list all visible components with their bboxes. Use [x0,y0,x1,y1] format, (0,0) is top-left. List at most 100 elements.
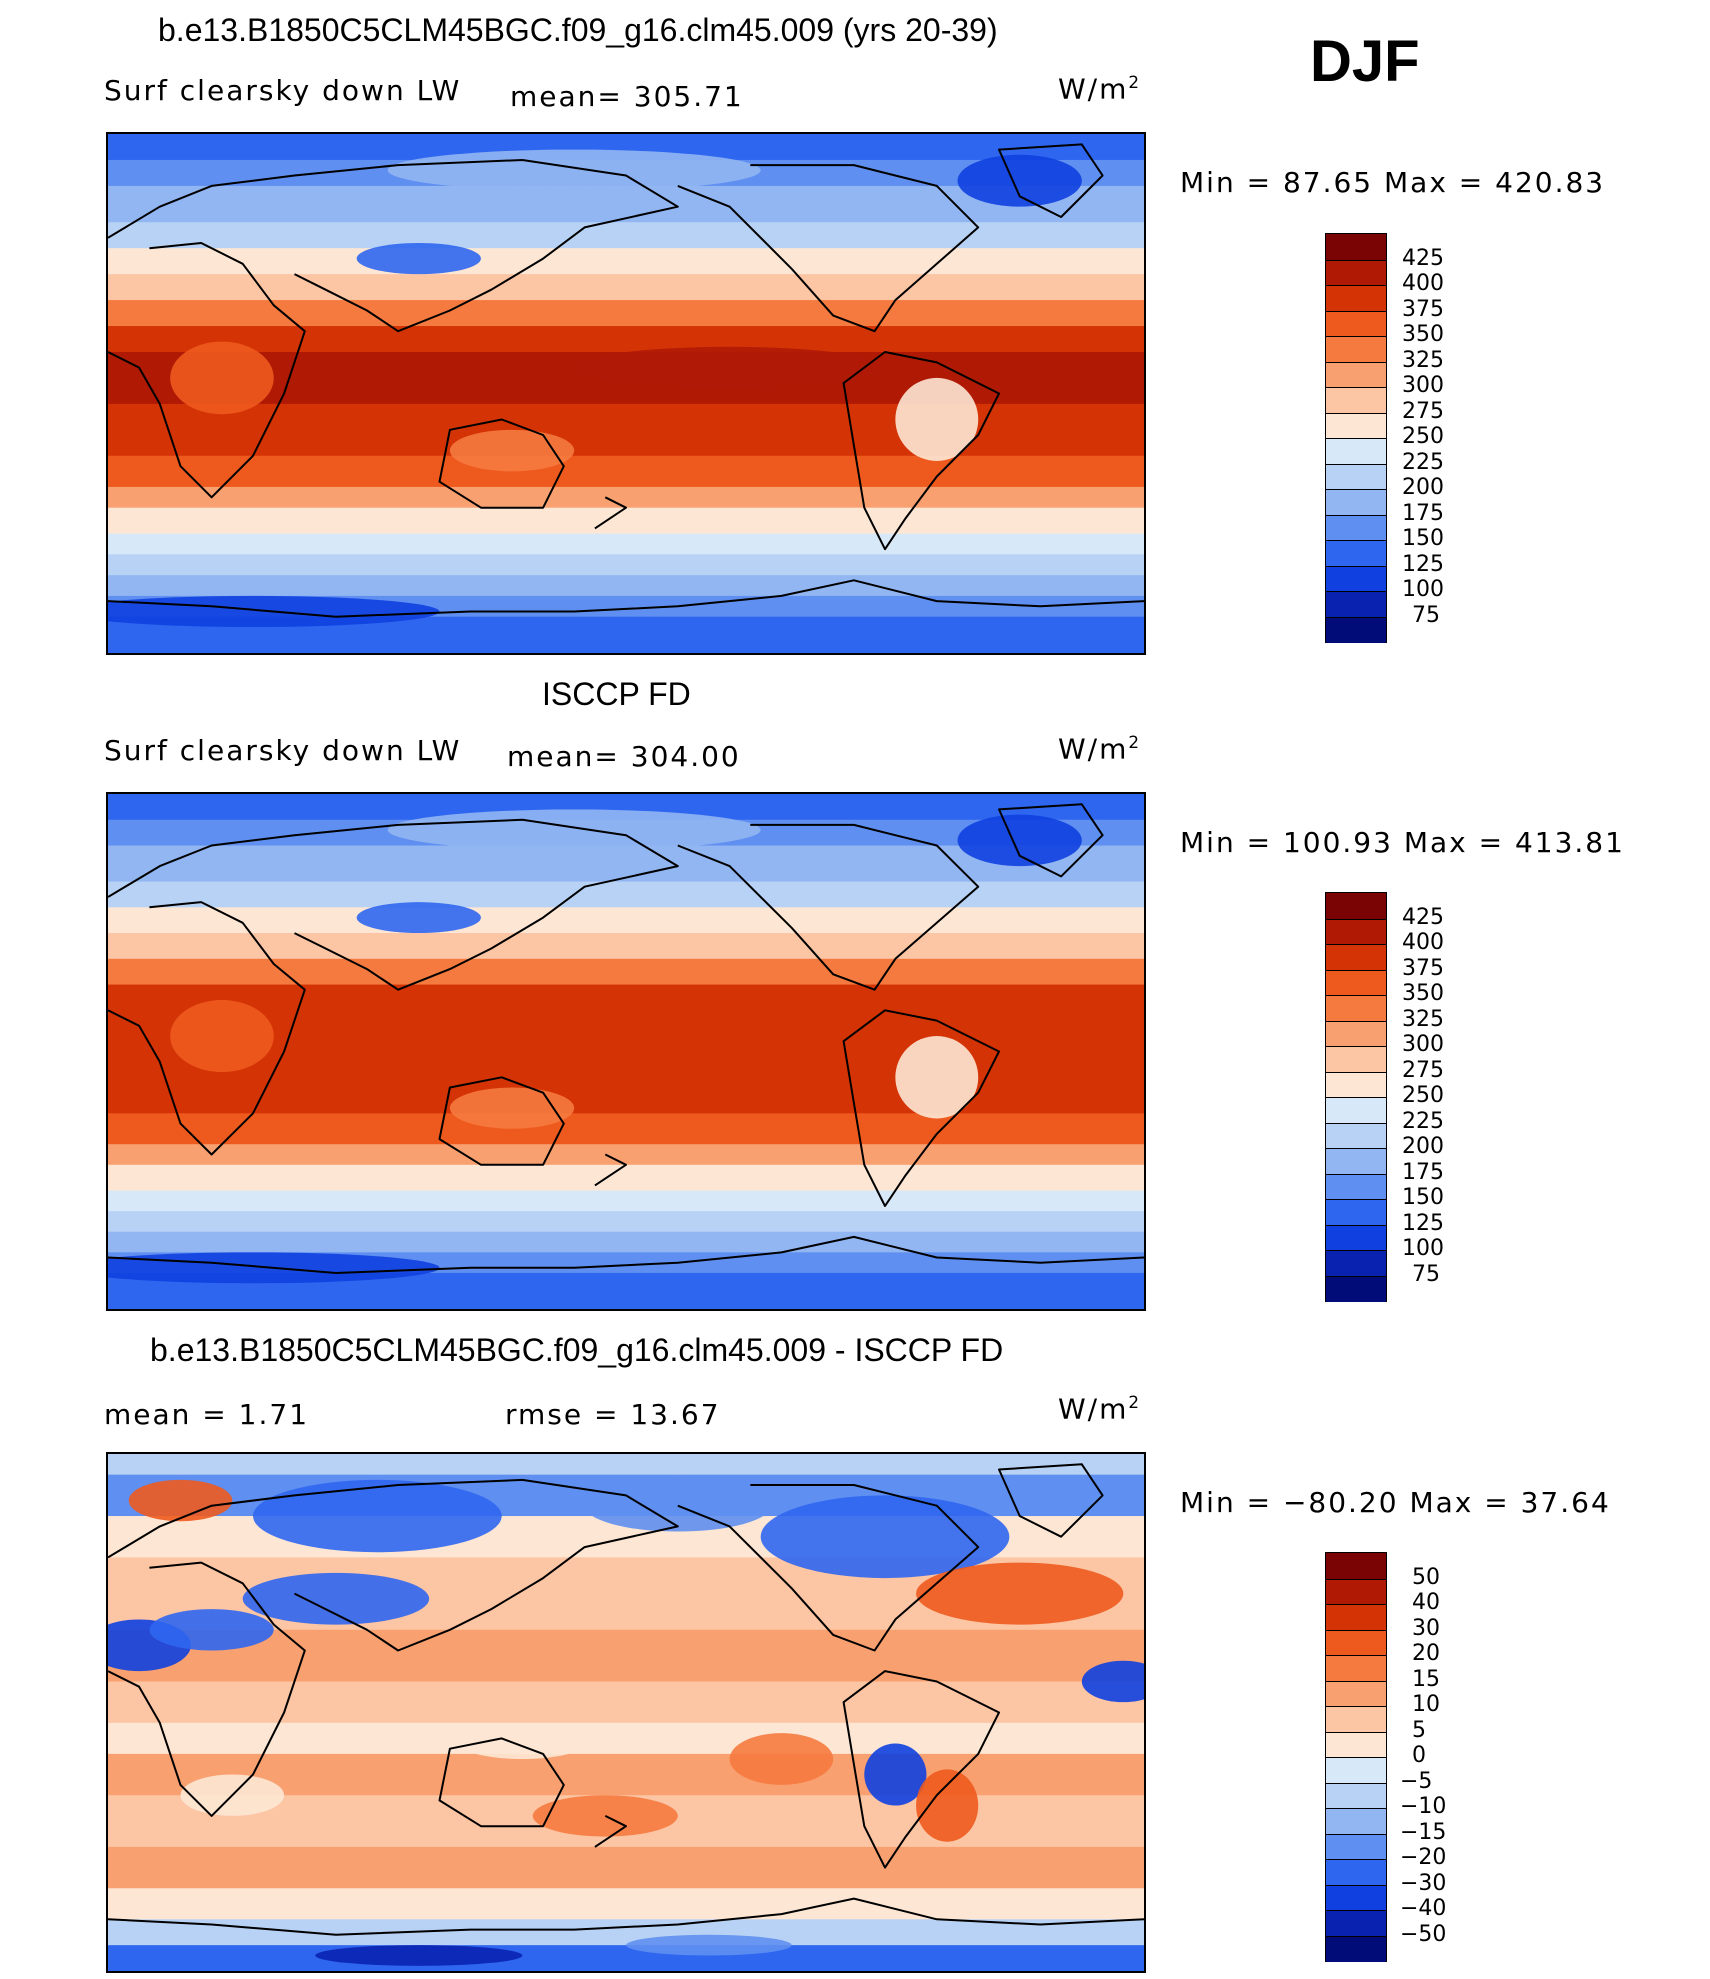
panel2-colorbar [1325,892,1387,1302]
colorbar-tick-label: 75 [1412,602,1440,628]
colorbar-swatch [1326,1859,1386,1886]
colorbar-tick-label: 150 [1402,1185,1444,1210]
colorbar-swatch [1326,1250,1386,1277]
colorbar-swatch [1326,1935,1386,1962]
colorbar-swatch [1326,259,1386,286]
colorbar-swatch [1326,1629,1386,1656]
colorbar-tick-label: 150 [1402,526,1444,551]
colorbar-tick-label: −50 [1400,1921,1447,1947]
panel1-minmax: Min = 87.65 Max = 420.83 [1180,166,1606,199]
colorbar-swatch [1326,1655,1386,1682]
colorbar-tick-label: 200 [1402,475,1444,500]
colorbar-swatch [1326,1071,1386,1098]
colorbar-swatch [1326,1782,1386,1809]
panel1-mean-label: mean= 305.71 [510,80,744,113]
colorbar-tick-label: 300 [1402,373,1444,398]
colorbar-swatch [1326,1680,1386,1707]
season-label: DJF [1310,29,1420,94]
colorbar-swatch [1326,1731,1386,1758]
colorbar-swatch [1326,944,1386,971]
colorbar-swatch [1326,1046,1386,1073]
colorbar-tick-label: 10 [1412,1692,1440,1717]
colorbar-tick-label: −40 [1400,1896,1447,1921]
panel2-mean-label: mean= 304.00 [507,740,741,773]
colorbar-swatch [1326,285,1386,312]
colorbar-tick-label: 375 [1402,955,1444,981]
colorbar-tick-label: 15 [1412,1666,1440,1692]
colorbar-tick-label: 325 [1402,1006,1444,1032]
colorbar-swatch [1326,1097,1386,1124]
colorbar-swatch [1326,1224,1386,1251]
colorbar-swatch [1326,1122,1386,1149]
colorbar-swatch [1326,1199,1386,1226]
colorbar-swatch [1326,1578,1386,1605]
colorbar-tick-label: 225 [1402,1108,1444,1134]
panel2-title: ISCCP FD [542,676,691,712]
panel1-variable-label: Surf clearsky down LW [104,74,462,107]
colorbar-swatch [1326,1706,1386,1733]
colorbar-swatch [1326,591,1386,618]
colorbar-swatch [1326,514,1386,541]
colorbar-tick-label: −5 [1400,1768,1433,1794]
panel2-map [106,792,1146,1311]
colorbar-tick-label: 400 [1402,930,1444,955]
panel3-colorbar [1325,1552,1387,1962]
colorbar-tick-label: 300 [1402,1032,1444,1057]
panel3-minmax: Min = −80.20 Max = 37.64 [1180,1486,1611,1519]
colorbar-tick-label: 250 [1402,1083,1444,1108]
colorbar-swatch [1326,565,1386,592]
colorbar-tick-label: 100 [1402,1236,1444,1261]
colorbar-tick-label: 200 [1402,1134,1444,1159]
colorbar-swatch [1326,1808,1386,1835]
colorbar-tick-label: 75 [1412,1261,1440,1287]
colorbar-swatch [1326,540,1386,567]
colorbar-swatch [1326,918,1386,945]
colorbar-tick-label: 275 [1402,398,1444,424]
colorbar-swatch [1326,893,1386,919]
panel2-minmax: Min = 100.93 Max = 413.81 [1180,826,1625,859]
panel3-rmse-label: rmse = 13.67 [505,1398,721,1431]
colorbar-swatch [1326,1910,1386,1937]
colorbar-swatch [1326,1173,1386,1200]
colorbar-swatch [1326,1604,1386,1631]
colorbar-swatch [1326,1148,1386,1175]
colorbar-swatch [1326,336,1386,363]
colorbar-tick-label: 400 [1402,271,1444,296]
colorbar-swatch [1326,969,1386,996]
colorbar-swatch [1326,489,1386,516]
colorbar-tick-label: −10 [1400,1794,1447,1819]
colorbar-tick-label: 50 [1412,1564,1440,1590]
colorbar-tick-label: 375 [1402,296,1444,322]
panel2-units-label: W/m2 [1058,732,1142,766]
colorbar-swatch [1326,361,1386,388]
colorbar-swatch [1326,463,1386,490]
colorbar-swatch [1326,387,1386,414]
colorbar-tick-label: 275 [1402,1057,1444,1083]
colorbar-tick-label: 225 [1402,449,1444,475]
colorbar-tick-label: 0 [1412,1743,1426,1768]
colorbar-swatch [1326,310,1386,337]
panel1-units-label: W/m2 [1058,72,1142,106]
colorbar-swatch [1326,1884,1386,1911]
colorbar-swatch [1326,1833,1386,1860]
colorbar-swatch [1326,616,1386,643]
colorbar-swatch [1326,412,1386,439]
colorbar-swatch [1326,1553,1386,1579]
colorbar-tick-label: 30 [1412,1615,1440,1641]
panel2-variable-label: Surf clearsky down LW [104,734,462,767]
colorbar-tick-label: 425 [1402,904,1444,930]
panel1-title: b.e13.B1850C5CLM45BGC.f09_g16.clm45.009 … [158,12,998,48]
colorbar-tick-label: −20 [1400,1845,1447,1870]
colorbar-swatch [1326,438,1386,465]
panel3-map [106,1452,1146,1973]
panel3-units-label: W/m2 [1058,1392,1142,1426]
colorbar-tick-label: 425 [1402,245,1444,271]
colorbar-tick-label: 40 [1412,1590,1440,1615]
colorbar-swatch [1326,995,1386,1022]
colorbar-swatch [1326,1275,1386,1302]
colorbar-tick-label: 325 [1402,347,1444,373]
colorbar-tick-label: 125 [1402,551,1444,577]
panel1-colorbar [1325,233,1387,643]
colorbar-tick-label: 175 [1402,500,1444,526]
panel3-mean-label: mean = 1.71 [104,1398,310,1431]
